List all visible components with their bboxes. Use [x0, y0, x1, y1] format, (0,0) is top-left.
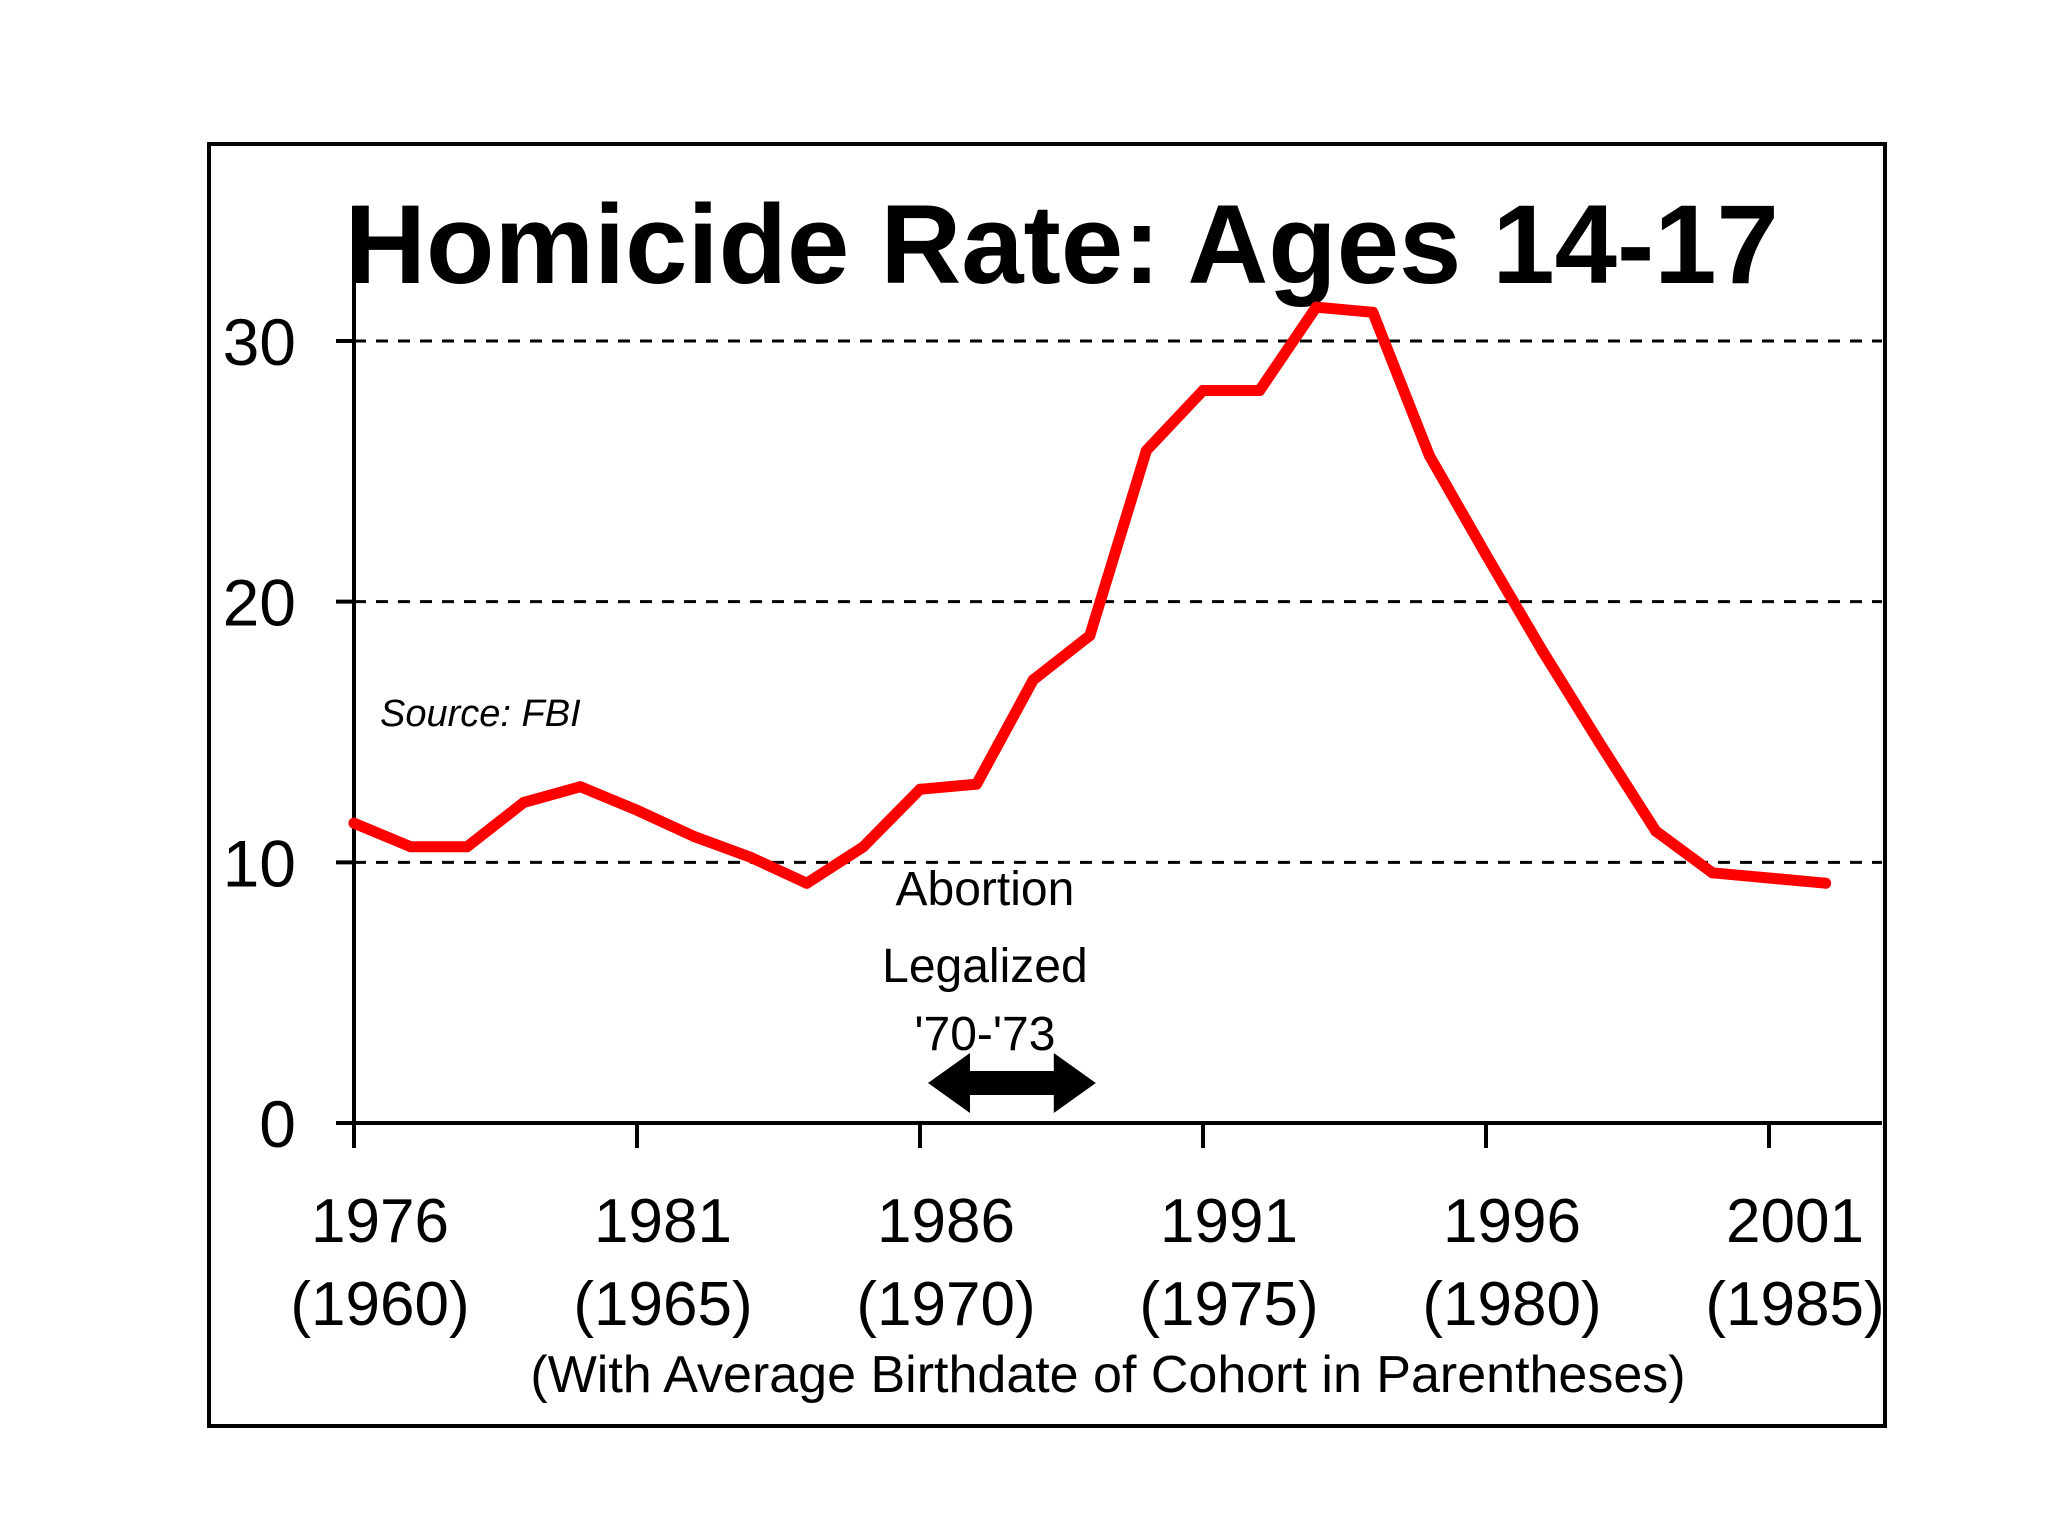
- x-tick-label: 1986: [877, 1187, 1015, 1256]
- series-group: [348, 301, 1832, 889]
- data-point: [688, 830, 700, 842]
- annotation-text: '70-'73: [914, 1008, 1055, 1061]
- data-point: [348, 817, 360, 829]
- data-point: [461, 841, 473, 853]
- data-point: [1593, 736, 1605, 748]
- x-tick-sublabel: (1975): [1139, 1270, 1318, 1339]
- x-tick-sublabel: (1965): [573, 1270, 752, 1339]
- data-point: [1197, 385, 1209, 396]
- y-tick-label: 20: [223, 566, 296, 640]
- y-tick-label: 30: [223, 305, 296, 379]
- data-point: [1820, 877, 1832, 889]
- data-point: [574, 781, 586, 793]
- data-point: [405, 841, 417, 853]
- annotation: Abortion Legalized '70-'73: [882, 863, 1096, 1113]
- data-point: [1254, 385, 1266, 396]
- x-tick-label: 1981: [594, 1187, 732, 1256]
- data-point: [1537, 645, 1549, 657]
- data-point: [518, 796, 530, 808]
- x-tick-sublabel: (1960): [290, 1270, 469, 1339]
- x-tick-label: 1996: [1443, 1187, 1581, 1256]
- data-point: [1423, 450, 1435, 462]
- x-tick-sublabel: (1970): [856, 1270, 1035, 1339]
- y-ticks: 0 10 20 30: [223, 305, 354, 1161]
- data-point: [1084, 630, 1096, 642]
- data-point: [1650, 825, 1662, 837]
- x-tick-label: 1991: [1160, 1187, 1298, 1256]
- x-axis-label: (With Average Birthdate of Cohort in Par…: [530, 1346, 1685, 1404]
- data-point: [1310, 301, 1322, 313]
- data-point: [1367, 306, 1379, 318]
- data-point: [801, 877, 813, 889]
- y-tick-label: 10: [223, 826, 296, 900]
- annotation-text: Abortion: [896, 863, 1075, 916]
- source-label: Source: FBI: [380, 693, 581, 735]
- data-point: [914, 783, 926, 795]
- data-point: [1027, 674, 1039, 686]
- x-tick-label: 1976: [311, 1187, 449, 1256]
- x-tick-sublabel: (1985): [1705, 1270, 1884, 1339]
- data-point: [744, 851, 756, 863]
- chart-title: Homicide Rate: Ages 14-17: [345, 182, 1779, 307]
- annotation-arrow: [928, 1053, 1096, 1113]
- annotation-text: Legalized: [882, 940, 1088, 993]
- data-point: [1140, 445, 1152, 456]
- data-point: [857, 841, 869, 853]
- x-ticks: 1976 (1960) 1981 (1965) 1986 (1970) 1991 (1975)…: [290, 1123, 1885, 1339]
- data-point: [971, 778, 983, 790]
- data-point: [631, 804, 643, 816]
- data-point: [1706, 867, 1718, 879]
- data-point: [1480, 549, 1492, 561]
- y-tick-label: 0: [259, 1087, 296, 1161]
- x-tick-sublabel: (1980): [1422, 1270, 1601, 1339]
- x-tick-label: 2001: [1726, 1187, 1864, 1256]
- data-point: [1763, 872, 1775, 884]
- chart-frame: [207, 142, 1887, 1428]
